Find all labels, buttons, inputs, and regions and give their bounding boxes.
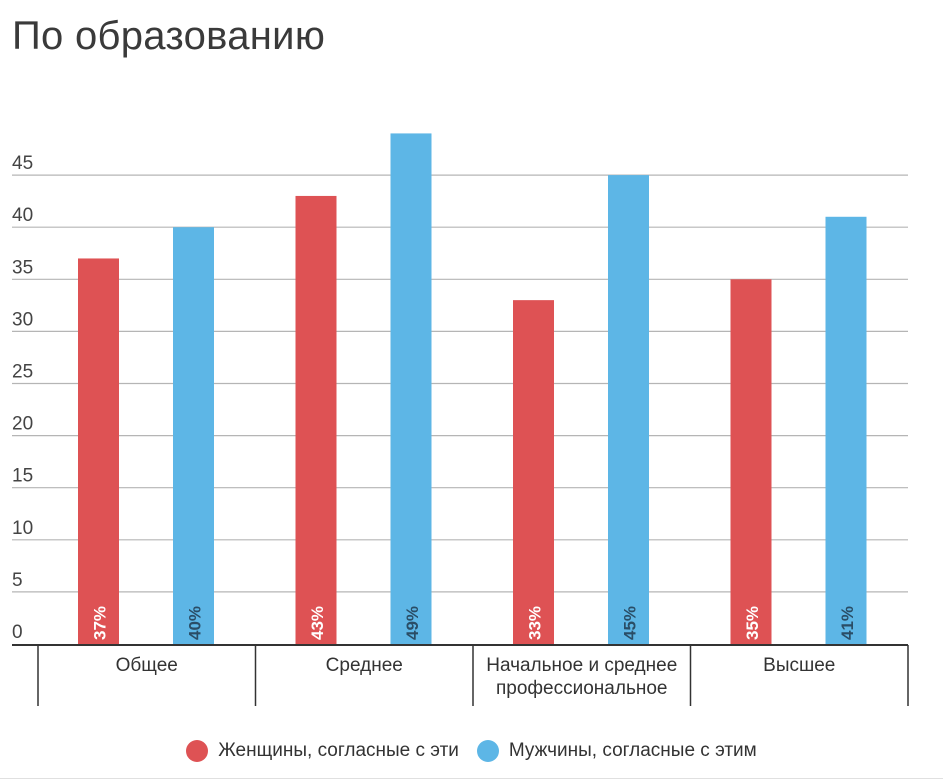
- data-label: 41%: [838, 606, 857, 640]
- grid-lines: [12, 174, 908, 593]
- y-tick-label: 25: [12, 362, 33, 383]
- y-tick-label: 10: [12, 518, 33, 539]
- bar: [608, 175, 649, 644]
- x-axis-labels: Общее Среднее Начальное и среднеепрофессио…: [116, 655, 836, 699]
- bar: [78, 258, 119, 644]
- y-tick-label: 45: [12, 153, 33, 174]
- bar: [513, 300, 554, 644]
- y-tick-label: 20: [12, 414, 33, 435]
- y-tick-label: 0: [12, 622, 23, 643]
- x-tick-label: Среднее: [326, 655, 403, 676]
- legend-label-women: Женщины, согласные с эти: [218, 740, 459, 761]
- y-tick-label: 5: [12, 570, 23, 591]
- x-axis: [12, 644, 909, 706]
- data-label: 37%: [91, 606, 110, 640]
- bar: [295, 195, 337, 644]
- bar: [390, 133, 432, 645]
- bars: 37% 40% 43% 49% 33% 45% 35% 41%: [78, 133, 867, 645]
- chart-title: По образованию: [12, 14, 326, 58]
- y-tick-label: 15: [12, 466, 33, 487]
- data-label: 45%: [621, 606, 640, 640]
- data-label: 40%: [186, 606, 205, 640]
- legend-swatch-women: [186, 740, 209, 762]
- data-label: 33%: [526, 606, 545, 640]
- bar: [825, 216, 867, 644]
- legend-swatch-men: [476, 740, 499, 762]
- data-label: 35%: [743, 606, 762, 640]
- x-tick-label: Начальное и среднее: [486, 655, 677, 676]
- legend-item-women[interactable]: Женщины, согласные с эти: [186, 740, 459, 762]
- bottom-divider: [0, 778, 943, 779]
- y-tick-label: 35: [12, 257, 33, 278]
- legend-item-men[interactable]: Мужчины, согласные с этим: [476, 740, 757, 762]
- data-label: 49%: [403, 606, 422, 640]
- data-label: 43%: [308, 606, 327, 640]
- y-axis-ticks: 0 5 10 15 20 25 30 35 40 45: [12, 153, 33, 643]
- x-tick-label: Высшее: [763, 655, 835, 676]
- bar: [173, 227, 214, 644]
- x-tick-label: профессиональное: [496, 678, 667, 699]
- y-tick-label: 40: [12, 205, 33, 226]
- y-tick-label: 30: [12, 309, 33, 330]
- legend: Женщины, согласные с эти Мужчины, соглас…: [0, 740, 943, 762]
- bar: [730, 279, 772, 644]
- legend-label-men: Мужчины, согласные с этим: [508, 740, 757, 761]
- x-tick-label: Общее: [116, 655, 178, 676]
- bar-chart: 0 5 10 15 20 25 30 35 40 45 37% 40% 43% 49% 33% 45% 35%…: [12, 133, 909, 706]
